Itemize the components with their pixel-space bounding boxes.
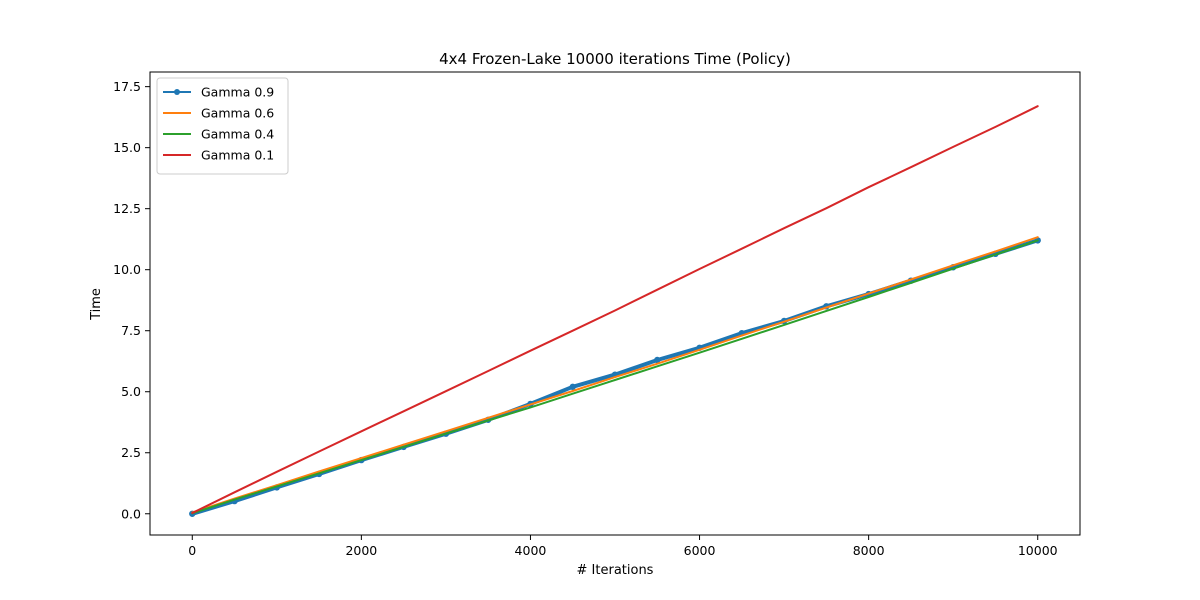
x-axis-label: # Iterations [577,563,654,578]
series-point [654,356,661,364]
x-tick-label: 8000 [853,543,885,558]
legend-box [156,77,289,175]
y-tick-label: 17.5 [113,79,141,94]
legend-label: Gamma 0.9 [201,85,274,100]
legend-label: Gamma 0.4 [201,127,274,142]
y-tick-label: 15.0 [113,140,141,155]
series-line-gamma-0-1 [191,105,1039,514]
series-point [569,383,576,391]
y-axis-ticks: 0.0 2.5 5.0 7.5 10.0 12.5 15.0 17.5 [113,79,150,521]
x-tick-label: 0 [188,543,196,558]
legend-marker [174,89,180,95]
y-tick-label: 2.5 [121,445,141,460]
x-tick-label: 2000 [345,543,377,558]
legend-label: Gamma 0.1 [201,148,274,163]
x-axis-ticks: 0 2000 4000 6000 8000 10000 [188,535,1058,558]
y-tick-label: 5.0 [121,384,141,399]
legend-label: Gamma 0.6 [201,106,274,121]
series-line-gamma-0-4 [191,239,1039,515]
y-tick-label: 0.0 [121,506,141,521]
series-layer [189,105,1041,517]
x-tick-label: 4000 [515,543,547,558]
y-tick-label: 10.0 [113,262,141,277]
series-line-gamma-0-6 [191,236,1039,514]
y-tick-label: 7.5 [121,323,141,338]
chart-title: 4x4 Frozen-Lake 10000 iterations Time (P… [439,50,791,68]
legend: Gamma 0.9 Gamma 0.6 Gamma 0.4 Gamma 0.1 [156,77,289,175]
x-tick-label: 10000 [1018,543,1058,558]
y-tick-label: 12.5 [113,201,141,216]
x-tick-label: 6000 [684,543,716,558]
y-axis-label: Time [89,288,104,321]
plot-frame [149,71,1081,536]
